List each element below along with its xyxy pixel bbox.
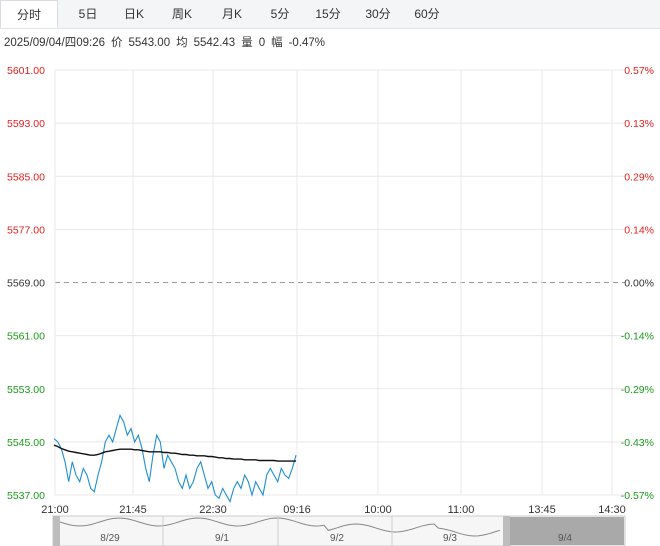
price-tick-label: 5569.00 [7,278,45,290]
price-tick-label: 5585.00 [7,171,45,183]
volume-label: 量 [241,37,253,49]
range-navigator: 8/29 9/1 9/2 9/3 9/4 [52,515,626,546]
volume-value: 0 [258,37,266,49]
percent-tick-label: 0.57% [624,65,654,77]
price-tick-label: 5545.00 [7,437,45,449]
tab-5day[interactable]: 5日 [78,7,98,21]
price-line [53,413,297,504]
time-tick-label: 21:00 [41,504,69,516]
chart-series [53,413,297,504]
price-tick-label: 5593.00 [7,118,45,130]
time-axis: 21:00 21:45 22:30 09:16 10:00 11:00 13:45 14:30 [41,504,626,516]
tab-daily-k[interactable]: 日K [123,7,144,21]
avg-price-line [53,444,296,462]
price-tick-label: 5553.00 [7,384,45,396]
tab-monthly-k[interactable]: 月K [221,7,242,21]
navigator-day-label: 9/4 [558,533,572,544]
time-tick-label: 11:00 [448,504,475,516]
tab-15min[interactable]: 15分 [315,7,341,21]
percent-tick-label: 0.14% [624,224,654,236]
time-tick-label: 22:30 [199,504,227,516]
quote-info-bar: 2025/09/04/四09:26 价 5543.00 均 5542.43 量 0 幅 -0.4… [4,34,331,50]
tab-60min[interactable]: 60分 [414,7,440,21]
chart-grid [54,69,625,496]
change-label: 幅 [271,37,283,49]
price-tick-label: 5577.00 [7,224,45,236]
percent-tick-label: -0.57% [621,490,654,502]
percent-tick-label: -0.14% [621,331,654,343]
price-tick-label: 5601.00 [7,65,45,77]
price-tick-label: 5537.00 [7,490,45,502]
avg-label: 均 [176,37,188,49]
price-label: 价 [111,37,123,49]
percent-tick-label: 0.00% [624,278,654,290]
percent-axis: 0.57% 0.13% 0.29% 0.14% 0.00% -0.14% -0.29% -0.… [621,65,654,502]
time-tick-label: 14:30 [598,504,626,516]
time-tick-label: 10:00 [364,504,392,516]
navigator-day-label: 8/29 [100,533,120,544]
avg-value: 5542.43 [193,37,236,49]
time-tick-label: 13:45 [528,504,556,516]
percent-tick-label: 0.29% [624,171,654,183]
navigator-sparkline [59,517,501,537]
tab-30min[interactable]: 30分 [365,7,391,21]
tab-weekly-k[interactable]: 周K [171,7,192,21]
period-tabs: 分时 5日 日K 周K 月K 5分 15分 30分 60分 [0,0,660,29]
navigator-handle [53,516,60,546]
price-axis: 5601.00 5593.00 5585.00 5577.00 5569.00 5561.… [7,65,45,502]
time-tick-label: 21:45 [119,504,147,516]
percent-tick-label: -0.29% [621,384,654,396]
percent-tick-label: -0.43% [621,437,654,449]
navigator-selected-range [510,517,624,545]
navigator-day-label: 9/3 [443,533,457,544]
time-tick-label: 09:16 [283,504,311,516]
quote-datetime: 2025/09/04/四09:26 [4,37,106,49]
tab-5min[interactable]: 5分 [270,7,290,21]
price-value: 5543.00 [128,37,171,49]
change-value: -0.47% [288,37,326,49]
tab-intraday[interactable]: 分时 [0,0,58,28]
navigator-day-label: 9/1 [215,533,229,544]
price-tick-label: 5561.00 [7,331,45,343]
navigator-day-label: 9/2 [330,533,344,544]
percent-tick-label: 0.13% [624,118,654,130]
navigator-handle [503,516,510,546]
